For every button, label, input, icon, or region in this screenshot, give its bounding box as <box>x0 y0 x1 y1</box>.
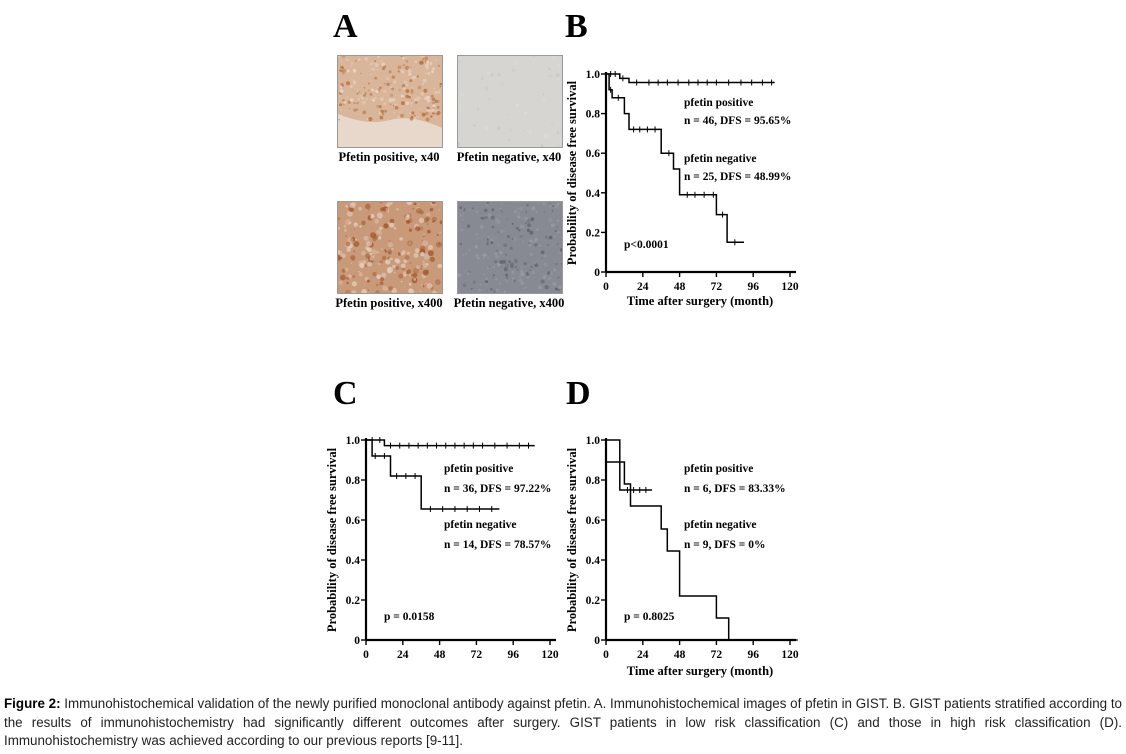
figure-caption: Figure 2: Immunohistochemical validation… <box>4 695 1122 751</box>
y-tick-label: 0.2 <box>346 595 361 607</box>
y-axis-title: Probability of disease free survival <box>565 447 579 632</box>
km-chart-panel-d: 0 0.2 0.4 0.6 0.8 1.0 0 24 48 72 96 120 Probability … <box>565 435 799 678</box>
micrograph-caption: Pfetin negative, x40 <box>456 150 562 164</box>
x-tick-label: 24 <box>397 649 409 661</box>
series-name-label: pfetin negative <box>684 519 757 531</box>
x-axis-title: Time after surgery (month) <box>627 664 773 678</box>
x-tick-label: 120 <box>541 649 559 661</box>
p-value-label: p = 0.0158 <box>384 611 435 623</box>
x-tick-label: 0 <box>603 649 609 661</box>
series-name-label: pfetin negative <box>444 519 517 531</box>
micrograph-pfetin-positive-x400 <box>337 201 443 294</box>
x-tick-label: 96 <box>507 649 519 661</box>
survival-curve-negative <box>366 439 500 510</box>
x-axis-title: Time after surgery (month) <box>627 294 773 308</box>
y-tick-label: 0.2 <box>586 595 601 607</box>
x-tick-label: 48 <box>434 649 446 661</box>
km-chart-panel-c: 0 0.2 0.4 0.6 0.8 1.0 0 24 48 72 96 120 Probability … <box>325 435 559 661</box>
y-tick-label: 0 <box>594 635 600 647</box>
series-name-label: pfetin positive <box>684 97 753 109</box>
x-tick-label: 96 <box>747 281 759 293</box>
y-tick-label: 0.4 <box>346 555 361 567</box>
survival-curve-positive <box>606 73 775 84</box>
micrograph-pfetin-negative-x40 <box>457 55 563 148</box>
micrograph-texture <box>458 56 562 147</box>
x-tick-label: 48 <box>674 649 686 661</box>
p-value-label: p<0.0001 <box>624 239 669 251</box>
y-tick-label: 1.0 <box>346 435 361 447</box>
panel-letter-c: C <box>333 375 358 412</box>
x-tick-label: 96 <box>747 649 759 661</box>
y-tick-label: 0.6 <box>586 148 601 160</box>
x-tick-label: 120 <box>781 281 799 293</box>
survival-curve-positive <box>606 439 652 491</box>
micrograph-caption: Pfetin positive, x400 <box>335 296 443 310</box>
micrograph-texture <box>338 56 442 147</box>
series-stats-label: n = 6, DFS = 83.33% <box>684 483 786 495</box>
series-stats-label: n = 46, DFS = 95.65% <box>684 115 791 127</box>
y-tick-label: 0.4 <box>586 188 601 200</box>
series-stats-label: n = 36, DFS = 97.22% <box>444 483 551 495</box>
series-name-label: pfetin positive <box>444 463 513 475</box>
x-tick-label: 24 <box>637 649 649 661</box>
survival-curve-negative <box>606 461 798 641</box>
micrograph-texture <box>338 202 442 293</box>
panel-letter-a: A <box>333 8 358 45</box>
y-tick-label: 0.8 <box>346 475 361 487</box>
y-tick-label: 0 <box>354 635 360 647</box>
x-tick-label: 72 <box>711 281 723 293</box>
x-tick-label: 72 <box>471 649 483 661</box>
y-tick-label: 0.6 <box>586 515 601 527</box>
y-axis-title: Probability of disease free survival <box>325 447 339 632</box>
y-axis-title: Probability of disease free survival <box>565 80 579 265</box>
series-name-label: pfetin negative <box>684 153 757 165</box>
x-tick-label: 0 <box>363 649 369 661</box>
series-stats-label: n = 9, DFS = 0% <box>684 539 765 551</box>
series-name-label: pfetin positive <box>684 463 753 475</box>
p-value-label: p = 0.8025 <box>624 611 675 623</box>
y-tick-label: 0.2 <box>586 227 601 239</box>
figure-caption-text: Immunohistochemical validation of the ne… <box>4 696 1122 748</box>
y-tick-label: 0.8 <box>586 109 601 121</box>
y-tick-label: 0.8 <box>586 475 601 487</box>
survival-curve-negative <box>606 73 744 244</box>
micrograph-texture <box>458 202 562 293</box>
panel-letter-b: B <box>565 8 588 45</box>
panel-letter-d: D <box>566 375 591 412</box>
survival-curve-positive <box>366 439 535 447</box>
x-tick-label: 120 <box>781 649 799 661</box>
y-tick-label: 0 <box>594 267 600 279</box>
micrograph-caption: Pfetin positive, x40 <box>338 150 440 164</box>
micrograph-pfetin-positive-x40 <box>337 55 443 148</box>
figure-caption-label: Figure 2: <box>4 696 61 711</box>
y-tick-label: 1.0 <box>586 435 601 447</box>
series-stats-label: n = 25, DFS = 48.99% <box>684 171 791 183</box>
y-tick-label: 0.6 <box>346 515 361 527</box>
micrograph-pfetin-negative-x400 <box>457 201 563 294</box>
y-tick-label: 0.4 <box>586 555 601 567</box>
micrograph-caption: Pfetin negative, x400 <box>453 296 565 310</box>
x-tick-label: 48 <box>674 281 686 293</box>
y-tick-label: 1.0 <box>586 69 601 81</box>
x-tick-label: 24 <box>637 281 649 293</box>
x-tick-label: 72 <box>711 649 723 661</box>
km-chart-panel-b: 0 0.2 0.4 0.6 0.8 1.0 0 24 48 72 96 120 Probability … <box>565 69 799 308</box>
x-tick-label: 0 <box>603 281 609 293</box>
series-stats-label: n = 14, DFS = 78.57% <box>444 539 551 551</box>
